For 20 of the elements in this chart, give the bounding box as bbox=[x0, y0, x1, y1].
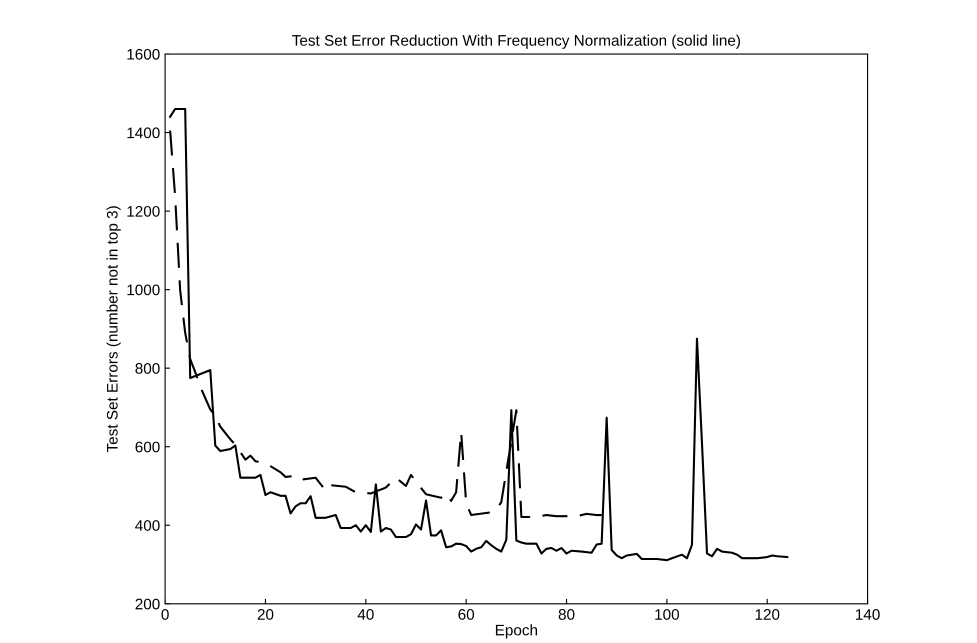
y-tick-label: 1000 bbox=[127, 284, 160, 296]
x-tick-label: 40 bbox=[358, 609, 374, 620]
x-tick-label: 0 bbox=[161, 609, 169, 620]
x-tick-label: 100 bbox=[655, 609, 680, 620]
y-tick-label: 600 bbox=[136, 442, 160, 452]
x-tick-label: 20 bbox=[258, 609, 274, 620]
y-tick-label: 1400 bbox=[127, 127, 160, 138]
x-tick-label: 140 bbox=[856, 609, 880, 620]
y-tick-label: 800 bbox=[135, 363, 160, 374]
y-tick-label: 1200 bbox=[127, 206, 160, 217]
chart-title: Test Set Error Reduction With Frequency Normalization (solid line) bbox=[292, 34, 740, 49]
y-axis-title: Test Set Errors (number not in top 3) bbox=[106, 206, 121, 452]
x-axis-title: Epoch bbox=[496, 624, 538, 639]
y-tick-label: 1600 bbox=[127, 48, 160, 60]
y-tick-label: 200 bbox=[136, 598, 160, 610]
line-series bbox=[169, 108, 788, 562]
y-tick-label: 400 bbox=[135, 520, 160, 531]
x-tick-label: 80 bbox=[558, 609, 574, 620]
x-tick-label: 120 bbox=[756, 609, 780, 620]
x-tick-label: 60 bbox=[458, 609, 474, 620]
